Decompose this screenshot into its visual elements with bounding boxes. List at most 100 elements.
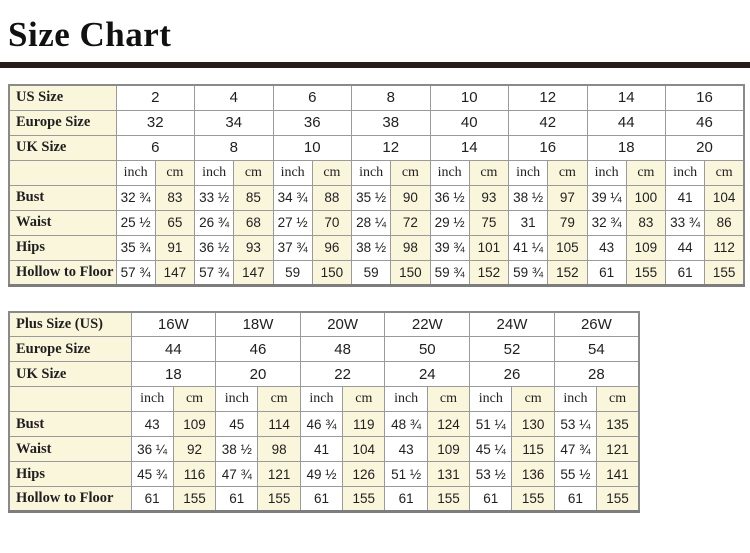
measurement-cm-cell: 141 bbox=[596, 461, 640, 487]
row-label: Plus Size (US) bbox=[8, 311, 132, 337]
unit-inch-cell: inch bbox=[384, 386, 428, 412]
page-header: Size Chart bbox=[0, 17, 750, 68]
size-cell: 44 bbox=[586, 109, 666, 136]
measurement-inch-cell: 53 ½ bbox=[469, 461, 513, 487]
table-row: Plus Size (US) 16W 18W 20W 22W 24W 26W bbox=[8, 311, 640, 337]
unit-cm-cell: cm bbox=[468, 159, 510, 186]
measurement-cm-cell: 98 bbox=[390, 234, 431, 261]
table-row: Bust 32 ¾ 83 33 ½ 85 34 ¾ 88 35 ½ 90 36 ½ 93 38 ½ 97… bbox=[8, 184, 745, 211]
measurement-cm-cell: 98 bbox=[257, 436, 301, 462]
measurement-cm-cell: 114 bbox=[257, 411, 301, 437]
measurement-cm-cell: 121 bbox=[257, 461, 301, 487]
unit-cm-cell: cm bbox=[257, 386, 301, 412]
measurement-cm-cell: 155 bbox=[172, 486, 217, 512]
unit-inch-cell: inch bbox=[193, 159, 235, 186]
row-label: Waist bbox=[8, 209, 117, 236]
size-cell: 34 bbox=[194, 109, 274, 136]
measurement-cm-cell: 83 bbox=[154, 184, 196, 211]
measurement-cm-cell: 121 bbox=[596, 436, 640, 462]
unit-cm-cell: cm bbox=[625, 159, 667, 186]
measurement-inch-cell: 33 ¾ bbox=[664, 209, 706, 236]
unit-inch-cell: inch bbox=[299, 386, 344, 412]
measurement-cm-cell: 75 bbox=[468, 209, 510, 236]
row-label: UK Size bbox=[8, 361, 132, 387]
measurement-inch-cell: 31 bbox=[507, 209, 549, 236]
measurement-cm-cell: 150 bbox=[311, 259, 353, 286]
row-label: Hollow to Floor bbox=[8, 486, 132, 512]
row-label: Bust bbox=[8, 411, 132, 437]
size-cell: 14 bbox=[586, 84, 666, 111]
measurement-cm-cell: 68 bbox=[233, 209, 274, 236]
measurement-cm-cell: 101 bbox=[468, 234, 510, 261]
row-label: Waist bbox=[8, 436, 132, 462]
unit-cm-cell: cm bbox=[547, 159, 588, 186]
measurement-inch-cell: 46 ¾ bbox=[299, 411, 344, 437]
size-cell: 18 bbox=[586, 134, 666, 161]
size-cell: 20 bbox=[665, 134, 745, 161]
measurement-cm-cell: 105 bbox=[547, 234, 588, 261]
measurement-cm-cell: 155 bbox=[596, 486, 640, 512]
measurement-inch-cell: 35 ¾ bbox=[115, 234, 156, 261]
measurement-inch-cell: 39 ¾ bbox=[429, 234, 470, 261]
table-row: US Size 2 4 6 8 10 12 14 16 bbox=[8, 84, 745, 111]
unit-inch-cell: inch bbox=[115, 159, 156, 186]
measurement-inch-cell: 38 ½ bbox=[507, 184, 549, 211]
unit-inch-cell: inch bbox=[429, 159, 470, 186]
size-cell: 38 bbox=[351, 109, 431, 136]
measurement-cm-cell: 131 bbox=[426, 461, 471, 487]
table-row: Europe Size 44 46 48 50 52 54 bbox=[8, 336, 640, 362]
measurement-inch-cell: 55 ½ bbox=[553, 461, 598, 487]
measurement-cm-cell: 72 bbox=[390, 209, 431, 236]
measurement-cm-cell: 91 bbox=[154, 234, 196, 261]
measurement-inch-cell: 61 bbox=[664, 259, 706, 286]
page-title: Size Chart bbox=[8, 15, 172, 54]
unit-cm-cell: cm bbox=[172, 386, 217, 412]
size-cell: 14 bbox=[429, 134, 509, 161]
measurement-cm-cell: 116 bbox=[172, 461, 217, 487]
size-cell: 48 bbox=[299, 336, 386, 362]
row-label: US Size bbox=[8, 84, 117, 111]
measurement-cm-cell: 85 bbox=[233, 184, 274, 211]
measurement-inch-cell: 61 bbox=[553, 486, 598, 512]
measurement-inch-cell: 43 bbox=[586, 234, 627, 261]
row-label: UK Size bbox=[8, 134, 117, 161]
size-cell: 42 bbox=[508, 109, 588, 136]
measurement-cm-cell: 136 bbox=[511, 461, 555, 487]
row-label: Europe Size bbox=[8, 336, 132, 362]
table-row: UK Size 18 20 22 24 26 28 bbox=[8, 361, 640, 387]
measurement-cm-cell: 100 bbox=[625, 184, 667, 211]
row-label: Hips bbox=[8, 461, 132, 487]
measurement-inch-cell: 48 ¾ bbox=[384, 411, 428, 437]
measurement-cm-cell: 90 bbox=[390, 184, 431, 211]
measurement-cm-cell: 70 bbox=[311, 209, 353, 236]
unit-cm-cell: cm bbox=[704, 159, 745, 186]
size-cell: 36 bbox=[272, 109, 352, 136]
table-row: Waist 36 ¼ 92 38 ½ 98 41 104 43 109 45 ¼ 115 47 ¾ 12… bbox=[8, 436, 640, 462]
measurement-inch-cell: 27 ½ bbox=[272, 209, 313, 236]
unit-cm-cell: cm bbox=[596, 386, 640, 412]
size-cell: 8 bbox=[194, 134, 274, 161]
title-divider bbox=[0, 61, 750, 68]
row-label: Hips bbox=[8, 234, 117, 261]
measurement-inch-cell: 61 bbox=[299, 486, 344, 512]
measurement-inch-cell: 45 ¾ bbox=[130, 461, 174, 487]
measurement-cm-cell: 65 bbox=[154, 209, 196, 236]
measurement-inch-cell: 59 ¾ bbox=[429, 259, 470, 286]
unit-inch-cell: inch bbox=[215, 386, 259, 412]
unit-cm-cell: cm bbox=[154, 159, 196, 186]
measurement-inch-cell: 59 bbox=[272, 259, 313, 286]
size-cell: 26W bbox=[553, 311, 640, 337]
size-cell: 54 bbox=[553, 336, 640, 362]
size-cell: 8 bbox=[351, 84, 431, 111]
size-cell: 24W bbox=[469, 311, 555, 337]
measurement-cm-cell: 152 bbox=[468, 259, 510, 286]
measurement-inch-cell: 34 ¾ bbox=[272, 184, 313, 211]
table-row: UK Size 6 8 10 12 14 16 18 20 bbox=[8, 134, 745, 161]
measurement-cm-cell: 104 bbox=[342, 436, 386, 462]
size-cell: 22 bbox=[299, 361, 386, 387]
measurement-inch-cell: 44 bbox=[664, 234, 706, 261]
measurement-cm-cell: 83 bbox=[625, 209, 667, 236]
measurement-inch-cell: 51 ¼ bbox=[469, 411, 513, 437]
size-cell: 24 bbox=[384, 361, 471, 387]
